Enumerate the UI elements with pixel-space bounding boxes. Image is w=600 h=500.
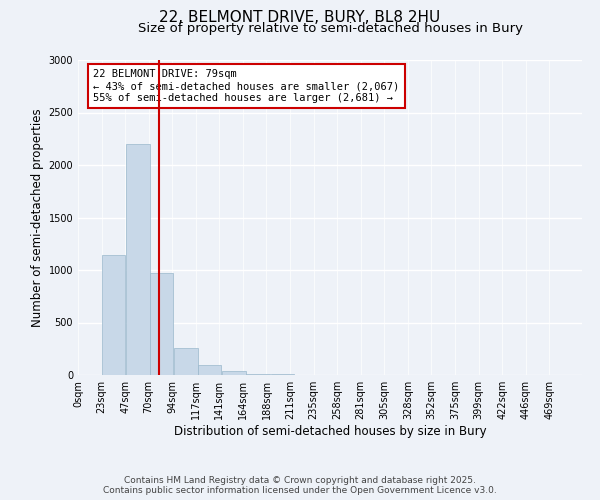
Bar [101, 256, 125, 375]
Y-axis label: Number of semi-detached properties: Number of semi-detached properties [31, 108, 44, 327]
Bar [223, 371, 246, 375]
Bar [246, 374, 269, 375]
Bar [126, 144, 150, 375]
Text: 22, BELMONT DRIVE, BURY, BL8 2HU: 22, BELMONT DRIVE, BURY, BL8 2HU [160, 10, 440, 25]
Bar [198, 365, 221, 375]
Bar [271, 374, 294, 375]
Title: Size of property relative to semi-detached houses in Bury: Size of property relative to semi-detach… [137, 22, 523, 35]
Bar [174, 348, 198, 375]
Bar [150, 273, 173, 375]
X-axis label: Distribution of semi-detached houses by size in Bury: Distribution of semi-detached houses by … [173, 425, 487, 438]
Text: Contains HM Land Registry data © Crown copyright and database right 2025.
Contai: Contains HM Land Registry data © Crown c… [103, 476, 497, 495]
Text: 22 BELMONT DRIVE: 79sqm
← 43% of semi-detached houses are smaller (2,067)
55% of: 22 BELMONT DRIVE: 79sqm ← 43% of semi-de… [93, 70, 400, 102]
